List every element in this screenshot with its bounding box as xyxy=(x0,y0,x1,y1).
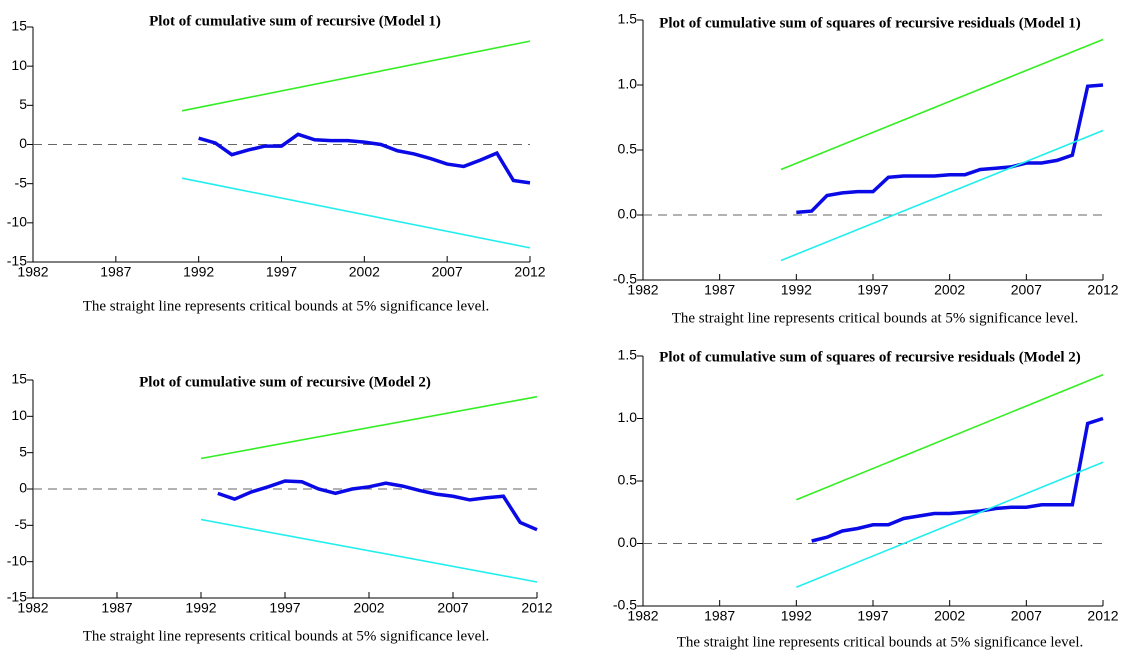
caption: The straight line represents critical bo… xyxy=(672,310,1079,326)
x-tick-label: 1992 xyxy=(185,600,216,616)
cusum-line xyxy=(796,83,1104,215)
x-tick-label: 1997 xyxy=(269,600,300,616)
cusum-line xyxy=(811,416,1104,543)
y-tick-label: 15 xyxy=(11,371,27,387)
x-tick-label: 1987 xyxy=(704,282,735,298)
bound-line xyxy=(796,374,1104,501)
x-tick-label: 2002 xyxy=(934,608,965,624)
y-tick-label: -15 xyxy=(7,253,27,269)
y-tick-label: 5 xyxy=(19,443,27,459)
chart-title: Plot of cumulative sum of squares of rec… xyxy=(659,349,1081,365)
x-tick-label: 1982 xyxy=(627,608,658,624)
x-tick-label: 2007 xyxy=(432,264,463,280)
y-tick-label: -10 xyxy=(7,552,27,568)
x-tick-label: 1992 xyxy=(781,608,812,624)
cusum-line xyxy=(217,479,538,532)
bound-line xyxy=(200,395,538,460)
bound-line xyxy=(181,40,531,112)
x-tick-label: 1992 xyxy=(183,264,214,280)
x-tick-label: 2012 xyxy=(521,600,552,616)
y-tick-label: 10 xyxy=(11,407,27,423)
x-tick-label: 1982 xyxy=(17,600,48,616)
y-tick-label: -5 xyxy=(15,174,28,190)
x-tick-label: 1992 xyxy=(781,282,812,298)
caption: The straight line represents critical bo… xyxy=(677,634,1084,650)
x-tick-label: 2007 xyxy=(1011,608,1042,624)
x-tick-label: 1997 xyxy=(857,282,888,298)
bound-line xyxy=(780,129,1104,262)
y-tick-label: 0.0 xyxy=(618,206,638,222)
y-tick-label: 1.5 xyxy=(618,347,638,363)
x-tick-label: 1982 xyxy=(17,264,48,280)
bound-line xyxy=(200,518,538,583)
y-tick-label: 5 xyxy=(19,96,27,112)
x-tick-label: 1982 xyxy=(627,282,658,298)
y-tick-label: 1.0 xyxy=(618,76,638,92)
y-tick-label: 15 xyxy=(11,18,27,34)
x-tick-label: 1987 xyxy=(101,600,132,616)
y-tick-label: 1.5 xyxy=(618,11,638,27)
x-tick-label: 2012 xyxy=(514,264,545,280)
x-tick-label: 1987 xyxy=(100,264,131,280)
y-tick-label: 10 xyxy=(11,57,27,73)
chart-title: Plot of cumulative sum of recursive (Mod… xyxy=(139,374,431,390)
y-tick-label: 1.0 xyxy=(618,409,638,425)
x-tick-label: 1997 xyxy=(857,608,888,624)
caption: The straight line represents critical bo… xyxy=(83,628,490,644)
x-tick-label: 2012 xyxy=(1087,282,1118,298)
x-tick-label: 1997 xyxy=(266,264,297,280)
chart-title: Plot of cumulative sum of squares of rec… xyxy=(659,15,1081,31)
y-tick-label: -0.5 xyxy=(613,597,637,613)
x-tick-label: 2002 xyxy=(353,600,384,616)
x-tick-label: 2002 xyxy=(349,264,380,280)
bound-line xyxy=(181,177,531,249)
x-tick-label: 1987 xyxy=(704,608,735,624)
y-tick-label: 0.0 xyxy=(618,534,638,550)
y-tick-label: 0.5 xyxy=(618,141,638,157)
y-tick-label: -15 xyxy=(7,589,27,605)
x-tick-label: 2012 xyxy=(1087,608,1118,624)
cusum-line xyxy=(198,132,531,185)
y-tick-label: -0.5 xyxy=(613,271,637,287)
bound-line xyxy=(780,38,1104,171)
x-tick-label: 2002 xyxy=(934,282,965,298)
x-tick-label: 2007 xyxy=(437,600,468,616)
caption: The straight line represents critical bo… xyxy=(83,298,490,314)
y-tick-label: 0 xyxy=(19,135,27,151)
y-tick-label: 0.5 xyxy=(618,472,638,488)
x-tick-label: 2007 xyxy=(1011,282,1042,298)
chart-title: Plot of cumulative sum of recursive (Mod… xyxy=(149,13,441,29)
y-tick-label: 0 xyxy=(19,480,27,496)
y-tick-label: -10 xyxy=(7,214,27,230)
bound-line xyxy=(796,461,1104,588)
y-tick-label: -5 xyxy=(15,516,28,532)
